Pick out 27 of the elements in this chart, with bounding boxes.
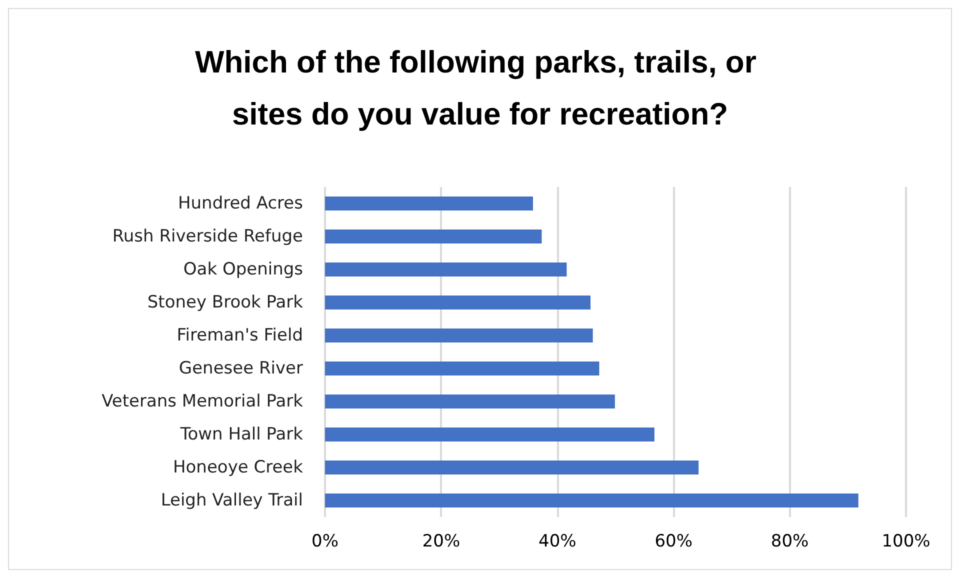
y-tick-label: Fireman's Field [176, 326, 303, 346]
y-tick-label: Town Hall Park [179, 424, 304, 444]
x-tick-label: 80% [770, 532, 809, 552]
y-tick-label: Hundred Acres [178, 194, 304, 214]
bar [325, 494, 858, 508]
bar [325, 196, 533, 210]
chart-title: Which of the following parks, trails, or sites do you value for recreation? [194, 44, 766, 132]
bar [325, 230, 542, 244]
x-tick-label: 0% [312, 532, 338, 552]
x-tick-label: 40% [538, 532, 576, 552]
bar [325, 296, 591, 310]
bar [325, 460, 699, 474]
bar [325, 428, 654, 442]
bar [325, 362, 600, 376]
bar [325, 328, 593, 342]
y-tick-label: Stoney Brook Park [147, 292, 304, 312]
x-tick-label: 100% [882, 532, 930, 552]
x-tick-label: 20% [422, 532, 460, 552]
bar [325, 394, 615, 408]
y-tick-label: Rush Riverside Refuge [112, 226, 303, 246]
y-tick-label: Genesee River [178, 358, 304, 378]
bar [325, 262, 567, 276]
y-tick-label: Oak Openings [183, 260, 304, 280]
y-tick-label: Honeoye Creek [173, 458, 304, 478]
y-tick-label: Veterans Memorial Park [102, 392, 304, 412]
x-tick-label: 60% [654, 532, 692, 552]
y-tick-label: Leigh Valley Trail [160, 490, 303, 510]
